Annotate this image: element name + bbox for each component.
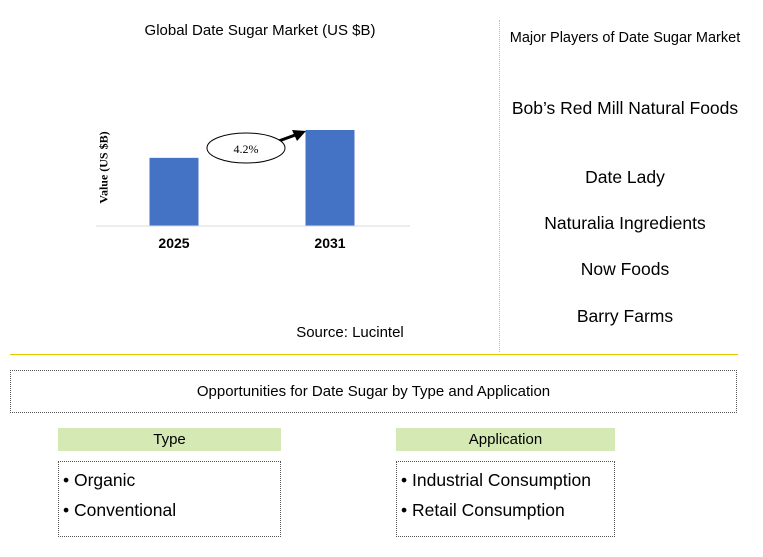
x-tick-2031: 2031 xyxy=(314,235,346,251)
opportunities-title: Opportunities for Date Sugar by Type and… xyxy=(196,383,551,400)
player-item: Now Foods xyxy=(580,259,670,279)
bar-chart: 4.2% xyxy=(96,130,410,227)
player-item: Bob’s Red Mill Natural Foods xyxy=(511,98,739,118)
horizontal-divider xyxy=(10,354,738,355)
bar-2025 xyxy=(149,157,199,226)
player-item: Barry Farms xyxy=(576,306,674,326)
x-tick-2025: 2025 xyxy=(158,235,190,251)
player-item: Date Lady xyxy=(585,167,665,187)
vertical-divider xyxy=(499,20,500,352)
chart-title: Global Date Sugar Market (US $B) xyxy=(144,22,376,39)
application-item: • Retail Consumption xyxy=(401,500,565,520)
growth-label: 4.2% xyxy=(234,142,259,156)
bar-2031 xyxy=(305,130,355,226)
type-heading: Type xyxy=(58,428,281,451)
type-list: • Organic • Conventional xyxy=(58,461,281,537)
application-list: • Industrial Consumption • Retail Consum… xyxy=(396,461,615,537)
type-item: • Organic xyxy=(63,470,136,490)
growth-bubble xyxy=(206,132,286,164)
players-title: Major Players of Date Sugar Market xyxy=(509,30,741,46)
opportunities-title-box: Opportunities for Date Sugar by Type and… xyxy=(10,370,737,413)
type-item: • Conventional xyxy=(63,500,177,520)
application-item: • Industrial Consumption xyxy=(401,470,591,490)
growth-arrowhead xyxy=(292,130,306,141)
application-heading: Application xyxy=(396,428,615,451)
source-label: Source: Lucintel xyxy=(296,324,404,341)
player-item: Naturalia Ingredients xyxy=(544,213,706,233)
